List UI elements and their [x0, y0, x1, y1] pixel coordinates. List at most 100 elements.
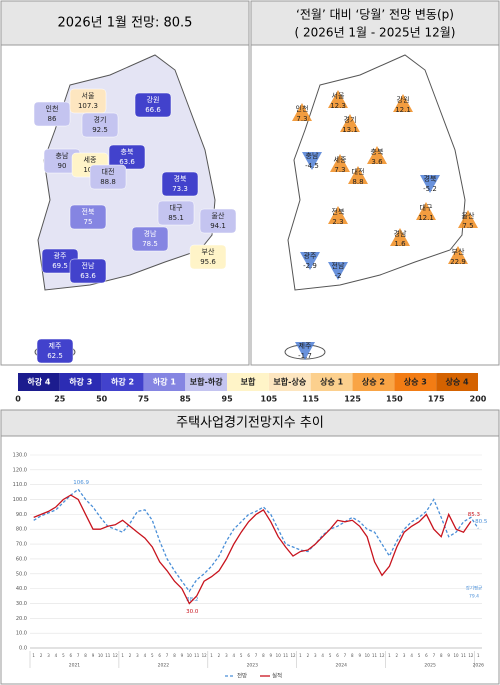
x-tick-label: 4 — [55, 653, 58, 658]
x-tick-label: 7 — [255, 653, 258, 658]
legend-tick: 125 — [344, 395, 361, 404]
x-tick-label: 8 — [262, 653, 265, 658]
region-name: 강원 — [397, 95, 410, 104]
legend-swatch — [352, 373, 395, 391]
region — [199, 208, 237, 234]
region — [131, 226, 169, 252]
region-name: 충북 — [371, 147, 384, 156]
region-value: 95.6 — [200, 258, 216, 266]
x-tick-label: 9 — [447, 653, 450, 658]
chart-title: 주택사업경기전망지수 추이 — [176, 416, 324, 431]
legend-tick: 115 — [302, 395, 319, 404]
x-tick-label: 10 — [276, 653, 282, 658]
change-marker — [302, 152, 322, 170]
year-label: 2025 — [424, 663, 436, 669]
x-tick-label: 7 — [344, 653, 347, 658]
x-tick-label: 6 — [158, 653, 161, 658]
y-tick-label: 30.0 — [16, 601, 27, 607]
legend-swatch — [310, 373, 353, 391]
legend-label: 하강 1 — [153, 377, 177, 387]
average-label: 장기평균 — [466, 585, 483, 592]
x-tick-label: 5 — [329, 653, 332, 658]
x-tick-label: 6 — [425, 653, 428, 658]
x-tick-label: 3 — [314, 653, 317, 658]
data-label: 30.0 — [186, 609, 199, 615]
region-name: 세종 — [84, 155, 97, 164]
region-value: 12.1 — [395, 106, 411, 114]
region-name: 제주 — [49, 342, 62, 350]
legend-swatch — [185, 373, 228, 391]
region — [89, 164, 127, 190]
change-marker — [340, 114, 360, 132]
series-line — [33, 494, 472, 605]
chart-title-box — [0, 409, 500, 437]
year-label: 2022 — [158, 663, 170, 669]
change-marker — [448, 246, 468, 264]
legend-swatch — [18, 373, 60, 391]
change-marker — [328, 262, 348, 280]
region-value: 13.1 — [342, 126, 358, 134]
region-name: 충남 — [56, 151, 69, 160]
region-name: 전남 — [82, 261, 95, 270]
change-marker — [420, 175, 440, 193]
change-marker — [328, 206, 348, 224]
region-name: 경기 — [94, 115, 107, 124]
y-tick-label: 100.0 — [13, 497, 27, 503]
region-name: 울산 — [462, 211, 475, 220]
region — [134, 92, 172, 118]
header-right-box — [250, 0, 500, 46]
region — [81, 112, 119, 138]
legend-tick: 85 — [180, 395, 192, 404]
legend-swatch — [394, 373, 437, 391]
legend-label: 보합-하강 — [190, 377, 223, 387]
legend-label: 보합-상승 — [273, 377, 306, 387]
y-tick-label: 0.0 — [19, 646, 27, 652]
header-right: ‘전월’ 대비 ‘당월’ 전망 변동(p) — [296, 8, 454, 22]
x-tick-label: 9 — [181, 653, 184, 658]
legend-tick: 25 — [54, 395, 66, 404]
x-tick-label: 12 — [291, 653, 297, 658]
change-marker — [300, 252, 320, 270]
region-value: 7.3 — [296, 115, 307, 123]
x-tick-label: 11 — [105, 653, 111, 658]
y-tick-label: 70.0 — [16, 542, 27, 548]
change-marker — [292, 103, 312, 121]
region-value: 62.5 — [47, 352, 63, 360]
chart-frame — [0, 435, 500, 685]
change-marker — [416, 202, 436, 220]
x-tick-label: 11 — [283, 653, 289, 658]
region — [69, 258, 107, 284]
legend-swatch — [59, 373, 102, 391]
x-tick-label: 1 — [388, 653, 391, 658]
x-tick-label: 12 — [468, 653, 474, 658]
region-name: 대구 — [420, 204, 433, 212]
change-marker — [390, 228, 410, 246]
x-tick-label: 10 — [365, 653, 371, 658]
region-name: 서울 — [82, 91, 95, 100]
legend-entry: 실적 — [272, 672, 282, 680]
region-name: 인천 — [296, 104, 309, 113]
region-value: 1.6 — [394, 240, 406, 248]
x-tick-label: 8 — [440, 653, 443, 658]
legend-tick: 105 — [261, 395, 278, 404]
x-tick-label: 2 — [129, 653, 132, 658]
region-name: 강원 — [147, 95, 160, 104]
region-value: 90 — [58, 162, 67, 170]
legend-label: 상승 4 — [446, 377, 470, 387]
legend-label: 상승 2 — [362, 377, 385, 387]
region-value: 63.6 — [80, 272, 96, 280]
region-name: 경남 — [144, 229, 157, 238]
x-tick-label: 12 — [113, 653, 119, 658]
y-tick-label: 40.0 — [16, 586, 27, 592]
region — [161, 171, 199, 197]
region-name: 전북 — [332, 207, 345, 216]
change-marker — [367, 146, 387, 164]
region-name: 전남 — [332, 261, 345, 270]
region-value: 75 — [84, 218, 93, 226]
region-value: 8.8 — [352, 178, 363, 186]
change-marker — [295, 342, 315, 360]
map-left-frame — [0, 44, 250, 366]
region-name: 경북 — [424, 174, 437, 183]
x-tick-label: 5 — [240, 653, 243, 658]
